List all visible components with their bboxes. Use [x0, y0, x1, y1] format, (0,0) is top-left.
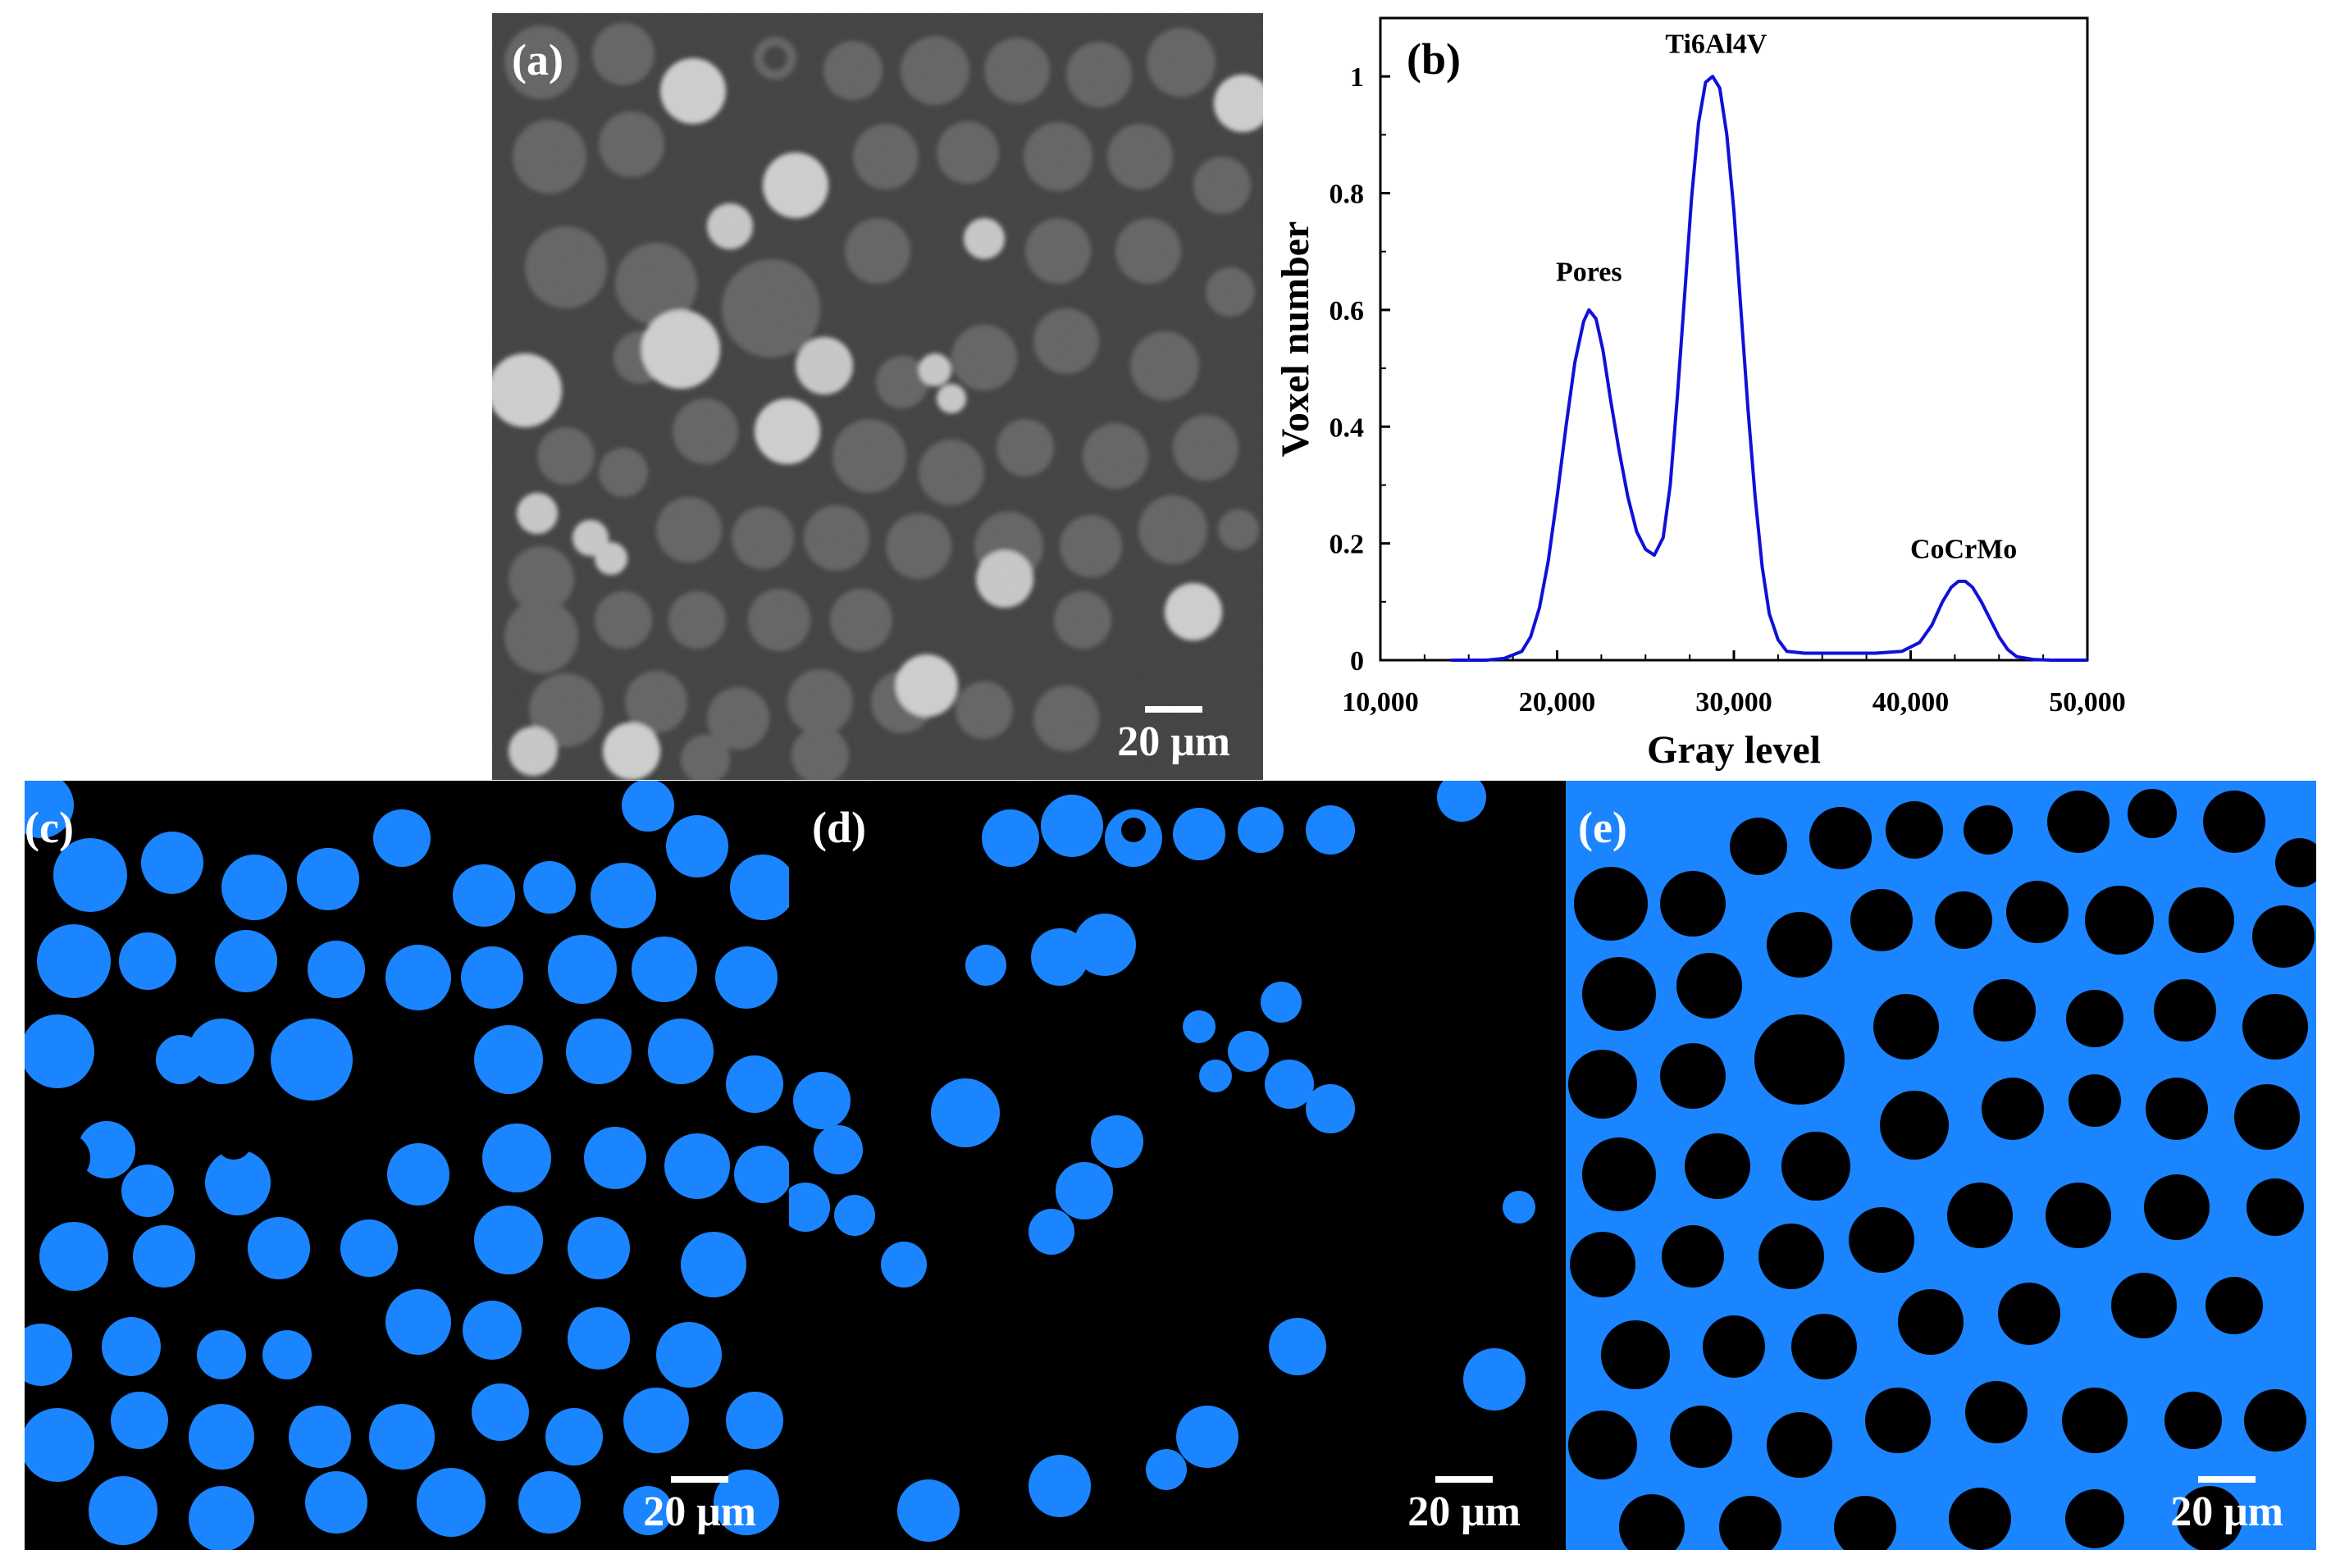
y-tick-label: 0 — [1350, 646, 1364, 677]
segmented-image-d — [789, 781, 1553, 1550]
x-axis-label: Gray level — [1647, 728, 1821, 772]
scale-bar-c: 20 μm — [643, 1476, 756, 1534]
scale-bar-e: 20 μm — [2170, 1476, 2283, 1534]
histogram-chart: 10,000 20,000 30,000 40,000 50,000 0 0.2 0.4 0.6… — [1274, 16, 2126, 772]
x-tick-label: 20,000 — [1519, 687, 1596, 718]
y-axis-label: Voxel number — [1274, 221, 1317, 458]
segmented-image-e — [1553, 781, 2316, 1550]
segmented-image-c — [25, 781, 789, 1550]
panel-label-a: (a) — [512, 35, 563, 84]
micrograph-panel-a: (a) 20 μm — [492, 13, 1263, 780]
panel-label-d: (d) — [812, 803, 866, 852]
scale-bar-label: 20 μm — [643, 1488, 756, 1535]
scale-bar-line — [671, 1476, 729, 1483]
micrograph-image — [492, 13, 1263, 780]
y-tick-label: 1 — [1350, 62, 1364, 93]
y-tick-label: 0.4 — [1330, 413, 1365, 443]
scale-bar-label: 20 μm — [2170, 1488, 2283, 1535]
panel-label-b: (b) — [1407, 34, 1461, 84]
peak-annotation: Ti6Al4V — [1665, 30, 1768, 60]
scale-bar-label: 20 μm — [1407, 1488, 1521, 1535]
y-tick-label: 0.6 — [1330, 296, 1365, 326]
histogram-panel-b: 10,000 20,000 30,000 40,000 50,000 0 0.2 0.4 0.6… — [1263, 0, 2340, 781]
histogram-curve — [1451, 75, 2087, 662]
panel-label-e: (e) — [1578, 803, 1627, 852]
segmented-panel-c: (c) 20 μm — [25, 781, 789, 1550]
x-tick-label: 40,000 — [1872, 687, 1950, 718]
peak-annotation: CoCrMo — [1910, 534, 2017, 564]
x-tick-label: 10,000 — [1342, 687, 1419, 718]
panel-label-c: (c) — [25, 803, 74, 852]
y-tick-label: 0.2 — [1330, 530, 1365, 560]
x-tick-label: 50,000 — [2049, 687, 2126, 718]
scale-bar-d: 20 μm — [1407, 1476, 1521, 1534]
scale-bar-line — [2198, 1476, 2256, 1483]
segmented-panel-e: (e) 20 μm — [1553, 781, 2316, 1550]
scale-bar-line — [1145, 706, 1203, 713]
peak-annotation: Pores — [1556, 257, 1622, 287]
scale-bar-line — [1435, 1476, 1494, 1483]
segmented-panel-d: (d) 20 μm — [789, 781, 1553, 1550]
scale-bar-label: 20 μm — [1117, 718, 1230, 765]
scale-bar-a: 20 μm — [1117, 706, 1230, 763]
y-tick-label: 0.8 — [1330, 180, 1365, 210]
x-tick-label: 30,000 — [1695, 687, 1772, 718]
